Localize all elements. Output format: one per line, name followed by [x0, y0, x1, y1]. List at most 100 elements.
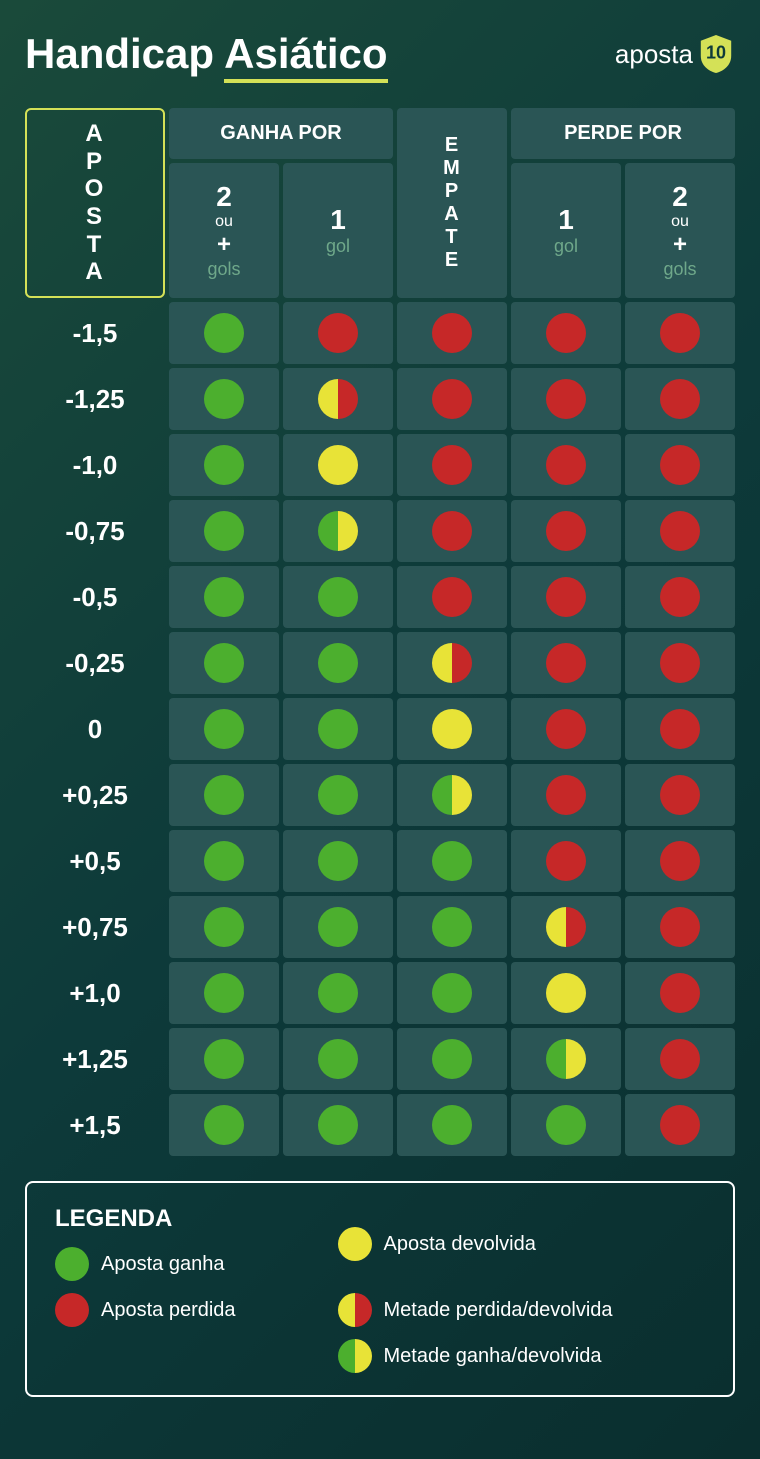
outcome-cell — [283, 896, 393, 958]
page-title: Handicap Asiático — [25, 30, 388, 78]
empate-header-letter: P — [445, 180, 459, 203]
outcome-dot-red — [660, 379, 700, 419]
outcome-cell — [397, 632, 507, 694]
legend-label: Aposta devolvida — [384, 1233, 536, 1256]
outcome-cell — [625, 896, 735, 958]
outcome-cell — [511, 1094, 621, 1156]
outcome-cell — [283, 764, 393, 826]
legend-item-red: Aposta perdida — [55, 1293, 318, 1327]
handicap-row-label: 0 — [25, 698, 165, 760]
outcome-dot-green — [204, 643, 244, 683]
outcome-cell — [511, 302, 621, 364]
aposta-header-letter: O — [85, 175, 106, 203]
handicap-row-label: -1,25 — [25, 368, 165, 430]
outcome-cell — [511, 698, 621, 760]
outcome-cell — [169, 434, 279, 496]
outcome-cell — [511, 500, 621, 562]
outcome-dot-half-gy — [546, 1039, 586, 1079]
outcome-dot-green — [204, 379, 244, 419]
outcome-dot-red — [660, 1105, 700, 1145]
outcome-dot-red — [546, 643, 586, 683]
outcome-cell — [511, 434, 621, 496]
empate-header-letter: A — [444, 203, 459, 226]
aposta-header-letter: P — [86, 148, 104, 176]
outcome-dot-red — [546, 379, 586, 419]
outcome-dot-red — [660, 643, 700, 683]
outcome-cell — [169, 632, 279, 694]
col-perde-1-header: 1 gol — [511, 163, 621, 298]
outcome-cell — [283, 1028, 393, 1090]
outcome-cell — [625, 368, 735, 430]
handicap-row-label: +1,0 — [25, 962, 165, 1024]
outcome-cell — [625, 632, 735, 694]
outcome-cell — [511, 1028, 621, 1090]
outcome-cell — [397, 500, 507, 562]
outcome-dot-red — [660, 973, 700, 1013]
outcome-cell — [169, 698, 279, 760]
aposta-column-header: APOSTA — [25, 108, 165, 298]
outcome-cell — [283, 698, 393, 760]
outcome-dot-green — [204, 511, 244, 551]
legend-label: Aposta perdida — [101, 1299, 236, 1322]
legend-item-green: Aposta ganha — [55, 1247, 318, 1281]
handicap-row-label: +0,25 — [25, 764, 165, 826]
outcome-cell — [625, 302, 735, 364]
outcome-cell — [283, 434, 393, 496]
outcome-dot-green — [204, 577, 244, 617]
outcome-cell — [625, 566, 735, 628]
outcome-dot-half-yr — [546, 907, 586, 947]
outcome-cell — [397, 368, 507, 430]
outcome-cell — [169, 764, 279, 826]
outcome-dot-red — [546, 511, 586, 551]
handicap-row-label: -1,0 — [25, 434, 165, 496]
empate-header-letter: T — [445, 226, 458, 249]
outcome-dot-red — [546, 445, 586, 485]
empate-column-header: EMPATE — [397, 108, 507, 298]
logo-number: 10 — [706, 42, 726, 63]
outcome-dot-green — [318, 709, 358, 749]
outcome-cell — [511, 764, 621, 826]
outcome-cell — [625, 764, 735, 826]
outcome-dot-red — [546, 313, 586, 353]
outcome-cell — [169, 500, 279, 562]
outcome-cell — [511, 896, 621, 958]
handicap-row-label: +1,25 — [25, 1028, 165, 1090]
outcome-cell — [397, 962, 507, 1024]
outcome-dot-red — [660, 841, 700, 881]
outcome-cell — [511, 566, 621, 628]
legend-label: Metade perdida/devolvida — [384, 1299, 613, 1322]
outcome-dot-yellow — [432, 709, 472, 749]
outcome-cell — [169, 962, 279, 1024]
legend-dot-red — [55, 1293, 89, 1327]
outcome-dot-red — [546, 709, 586, 749]
outcome-cell — [169, 1094, 279, 1156]
legend-item-yellow: Aposta devolvida — [338, 1207, 706, 1281]
outcome-cell — [283, 368, 393, 430]
outcome-cell — [625, 962, 735, 1024]
logo-text: aposta — [615, 39, 693, 70]
empate-header-letter: E — [445, 249, 459, 272]
handicap-row-label: +0,5 — [25, 830, 165, 892]
outcome-dot-green — [432, 841, 472, 881]
aposta-header-letter: S — [86, 203, 104, 231]
outcome-dot-green — [318, 907, 358, 947]
outcome-cell — [169, 896, 279, 958]
outcome-dot-green — [204, 973, 244, 1013]
outcome-dot-red — [432, 577, 472, 617]
outcome-cell — [625, 500, 735, 562]
outcome-dot-green — [318, 1105, 358, 1145]
outcome-dot-red — [432, 445, 472, 485]
outcome-dot-green — [432, 973, 472, 1013]
legend-item-half-yr: Metade perdida/devolvida — [338, 1293, 706, 1327]
outcome-dot-red — [432, 379, 472, 419]
outcome-cell — [397, 434, 507, 496]
outcome-cell — [397, 830, 507, 892]
outcome-dot-half-yr — [432, 643, 472, 683]
legend-spacer — [55, 1339, 318, 1373]
outcome-cell — [397, 1028, 507, 1090]
title-part-1: Handicap — [25, 30, 224, 77]
outcome-cell — [169, 1028, 279, 1090]
outcome-cell — [511, 962, 621, 1024]
outcome-dot-green — [432, 1039, 472, 1079]
header: Handicap Asiático aposta 10 — [25, 30, 735, 78]
